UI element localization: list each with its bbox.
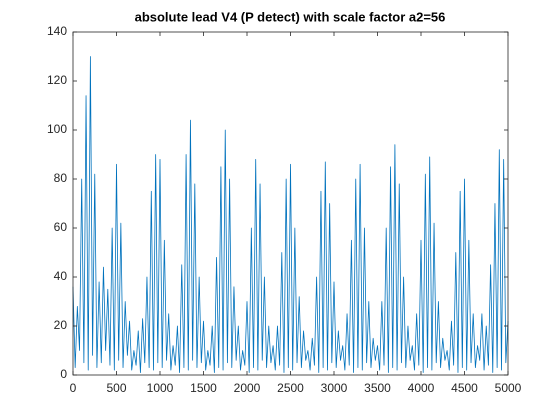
x-tick-label: 1500: [190, 381, 217, 395]
x-tick-label: 2000: [234, 381, 261, 395]
x-tick-label: 3000: [321, 381, 348, 395]
y-tick-label: 20: [54, 318, 68, 332]
y-tick-label: 40: [54, 269, 68, 283]
y-tick-label: 0: [60, 367, 67, 381]
y-tick-label: 140: [47, 24, 67, 38]
x-tick-label: 3500: [364, 381, 391, 395]
y-tick-label: 80: [54, 171, 68, 185]
y-tick-label: 60: [54, 220, 68, 234]
x-tick-label: 2500: [277, 381, 304, 395]
y-tick-label: 120: [47, 73, 67, 87]
x-tick-label: 5000: [495, 381, 522, 395]
data-line: [72, 56, 509, 373]
x-tick-label: 4000: [408, 381, 435, 395]
x-tick-label: 1000: [147, 381, 174, 395]
x-tick-label: 4500: [451, 381, 478, 395]
chart-title: absolute lead V4 (P detect) with scale f…: [135, 9, 446, 24]
x-tick-label: 0: [70, 381, 77, 395]
x-tick-label: 500: [106, 381, 126, 395]
y-tick-label: 100: [47, 122, 67, 136]
